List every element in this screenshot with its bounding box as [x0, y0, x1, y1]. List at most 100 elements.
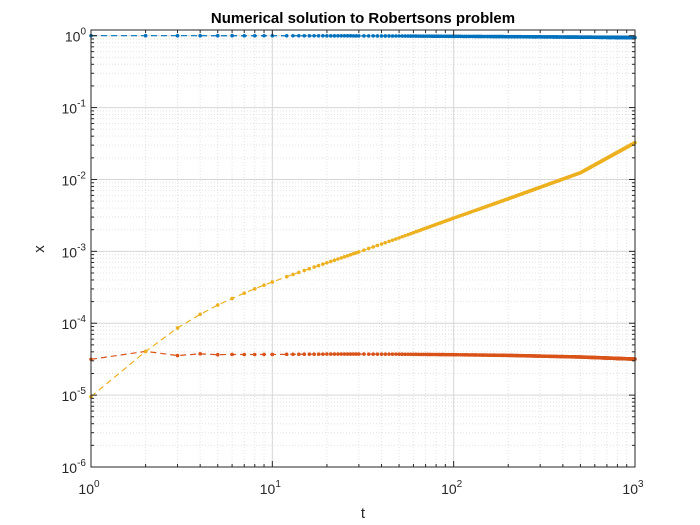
series-point	[375, 34, 380, 38]
series-point	[336, 34, 340, 38]
plot-frame	[90, 29, 636, 468]
y-tick-labels: 100 10-1 10-2 10-3 10-4 10-5 10-6	[62, 27, 87, 476]
series-point	[291, 272, 295, 277]
series-3	[89, 140, 637, 399]
series-point	[375, 243, 380, 248]
series-point	[354, 34, 358, 38]
x-axis-label: t	[361, 505, 366, 522]
series-layer	[89, 33, 637, 399]
series-point	[198, 33, 202, 38]
series-point	[345, 253, 350, 258]
series-point	[371, 352, 376, 356]
series-point	[297, 33, 301, 38]
series-point	[348, 252, 353, 257]
x-tick-label: 102	[441, 479, 463, 497]
chart-title: Numerical solution to Robertsons problem	[211, 10, 515, 27]
series-point	[215, 303, 220, 307]
y-tick-label: 10-4	[62, 314, 87, 332]
minor-grid	[91, 30, 635, 467]
series-point	[302, 33, 307, 38]
series-point	[321, 352, 325, 356]
series-point	[379, 352, 384, 356]
series-point	[362, 352, 366, 356]
series-point	[262, 283, 266, 287]
series-point	[242, 352, 247, 357]
series-point	[387, 34, 391, 38]
series-point	[143, 349, 148, 354]
series-point	[312, 352, 316, 356]
series-point	[408, 352, 413, 357]
series-point	[302, 352, 307, 357]
series-point	[387, 239, 391, 244]
series-point	[339, 34, 344, 38]
series-point	[252, 352, 257, 357]
series-point	[379, 242, 384, 246]
series-point	[284, 352, 289, 357]
series-point	[321, 34, 325, 38]
series-point	[348, 34, 353, 38]
x-tick-label: 100	[78, 479, 100, 497]
series-point	[379, 34, 384, 38]
series-point	[230, 352, 234, 357]
y-tick-label: 10-5	[62, 386, 87, 404]
series-point	[387, 352, 391, 356]
series-point	[411, 34, 416, 38]
series-point	[143, 33, 148, 38]
series-point	[397, 352, 401, 356]
series-point	[354, 352, 358, 356]
series-point	[325, 34, 329, 38]
series-point	[394, 34, 398, 38]
series-point	[307, 352, 312, 356]
series-point	[342, 352, 347, 356]
y-tick-label: 100	[65, 27, 87, 45]
series-point	[307, 266, 312, 271]
series-point	[332, 352, 337, 356]
series-point	[397, 236, 401, 240]
series-point	[316, 34, 321, 38]
series-point	[242, 291, 247, 295]
series-point	[411, 352, 416, 357]
series-point	[408, 34, 413, 38]
series-point	[230, 33, 234, 38]
series-point	[270, 280, 275, 284]
series-point	[270, 352, 275, 357]
series-point	[383, 240, 388, 245]
series-point	[366, 352, 371, 356]
series-point	[175, 33, 180, 38]
series-point	[397, 34, 401, 38]
series-point	[339, 352, 344, 356]
series-point	[375, 352, 380, 356]
plot-area	[91, 30, 635, 467]
series-point	[362, 34, 366, 38]
series-1	[89, 33, 637, 40]
series-point	[351, 34, 356, 38]
x-tick-label: 101	[260, 479, 282, 497]
y-axis-label: x	[31, 245, 48, 253]
series-point	[390, 34, 395, 38]
series-point	[342, 34, 347, 38]
tick-marks	[90, 30, 636, 468]
series-point	[394, 352, 398, 356]
series-point	[215, 352, 220, 357]
series-point	[302, 268, 307, 273]
series-point	[403, 233, 407, 238]
series-point	[414, 352, 418, 357]
series-point	[357, 250, 361, 254]
series-point	[198, 312, 202, 317]
series-point	[325, 260, 329, 265]
series-point	[336, 257, 340, 261]
x-tick-labels: 100 101 102 103	[78, 479, 644, 497]
series-point	[406, 352, 410, 357]
series-point	[262, 33, 266, 38]
series-point	[414, 34, 418, 38]
series-point	[312, 34, 316, 38]
series-point	[357, 34, 361, 38]
series-point	[312, 265, 316, 269]
series-point	[390, 352, 395, 356]
series-point	[390, 238, 395, 242]
series-point	[371, 34, 376, 38]
series-point	[406, 232, 410, 237]
series-point	[383, 34, 388, 38]
series-point	[316, 352, 321, 356]
